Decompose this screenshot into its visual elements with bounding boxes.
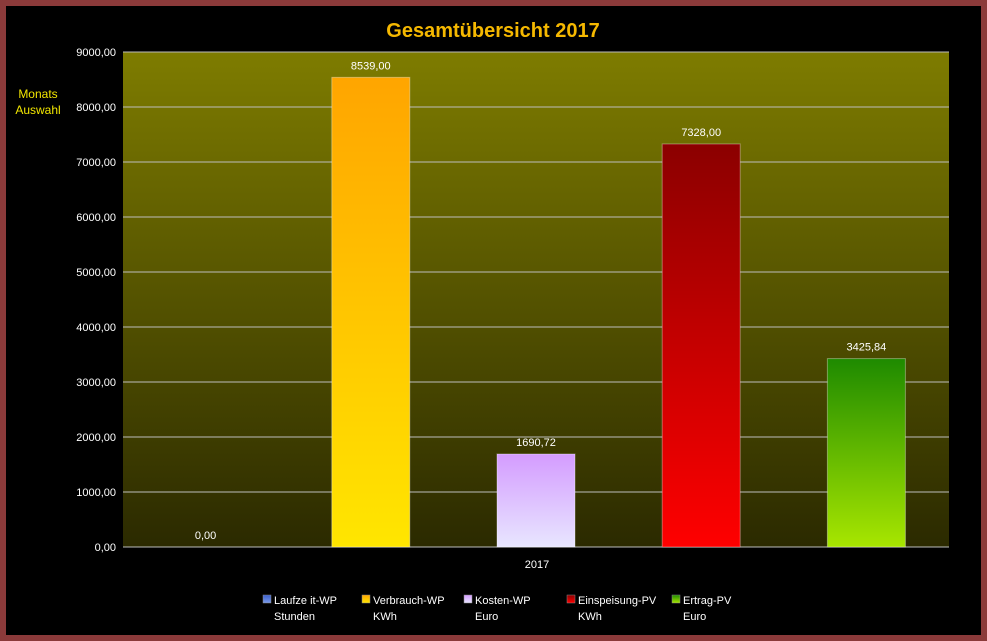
y-tick-label: 7000,00 bbox=[76, 157, 116, 169]
y-tick-label: 5000,00 bbox=[76, 267, 116, 279]
legend-swatch bbox=[671, 594, 681, 604]
legend-label: Einspeisung-PV bbox=[578, 595, 657, 607]
bar-einspeisung-pv bbox=[661, 143, 741, 548]
chart-frame: Gesamtübersicht 2017 Monats Auswahl 0,00… bbox=[6, 6, 981, 635]
bars bbox=[331, 76, 906, 548]
y-tick-label: 0,00 bbox=[95, 542, 116, 554]
bar-ertrag-pv bbox=[826, 358, 906, 548]
legend-unit: Stunden bbox=[274, 611, 315, 623]
legend-item: Laufze it-WP Stunden bbox=[262, 594, 337, 623]
legend-unit: KWh bbox=[578, 611, 602, 623]
legend-unit: Euro bbox=[683, 611, 706, 623]
legend-unit: Euro bbox=[475, 611, 498, 623]
y-axis-ticks: 0,00 1000,00 2000,00 3000,00 4000,00 5000,00 6… bbox=[76, 47, 116, 554]
data-label: 0,00 bbox=[195, 530, 216, 542]
legend-item: Ertrag-PV Euro bbox=[671, 594, 732, 623]
y-tick-label: 1000,00 bbox=[76, 487, 116, 499]
chart-title: Gesamtübersicht 2017 bbox=[386, 20, 599, 42]
y-tick-label: 3000,00 bbox=[76, 377, 116, 389]
legend-swatch bbox=[361, 594, 371, 604]
data-label: 3425,84 bbox=[847, 342, 887, 354]
y-tick-label: 4000,00 bbox=[76, 322, 116, 334]
y-tick-label: 9000,00 bbox=[76, 47, 116, 59]
chart-svg: Gesamtübersicht 2017 Monats Auswahl 0,00… bbox=[15, 20, 949, 623]
x-axis-category-label: 2017 bbox=[525, 559, 549, 571]
legend-label: Kosten-WP bbox=[475, 595, 531, 607]
data-label: 7328,00 bbox=[681, 127, 721, 139]
legend-swatch bbox=[262, 594, 272, 604]
monats-auswahl-label-line2[interactable]: Auswahl bbox=[15, 103, 60, 117]
data-label: 1690,72 bbox=[516, 437, 556, 449]
bar-kosten-wp bbox=[496, 453, 576, 548]
data-label: 8539,00 bbox=[351, 60, 391, 72]
bar-verbrauch-wp bbox=[331, 76, 411, 548]
legend-swatch bbox=[566, 594, 576, 604]
legend-swatch bbox=[463, 594, 473, 604]
y-tick-label: 8000,00 bbox=[76, 102, 116, 114]
monats-auswahl-button[interactable]: Monats Auswahl bbox=[15, 87, 60, 117]
y-tick-label: 6000,00 bbox=[76, 212, 116, 224]
monats-auswahl-label-line1[interactable]: Monats bbox=[18, 87, 57, 101]
legend-item: Verbrauch-WP KWh bbox=[361, 594, 445, 623]
legend: Laufze it-WP Stunden Verbrauch-WP KWh Kosten… bbox=[262, 594, 732, 623]
legend-item: Kosten-WP Euro bbox=[463, 594, 531, 623]
y-tick-label: 2000,00 bbox=[76, 432, 116, 444]
bar-labels: 0,00 8539,00 1690,72 7328,00 3425,84 bbox=[195, 60, 886, 542]
legend-label: Ertrag-PV bbox=[683, 595, 732, 607]
legend-label: Laufze it-WP bbox=[274, 595, 337, 607]
legend-label: Verbrauch-WP bbox=[373, 595, 445, 607]
legend-unit: KWh bbox=[373, 611, 397, 623]
legend-item: Einspeisung-PV KWh bbox=[566, 594, 657, 623]
